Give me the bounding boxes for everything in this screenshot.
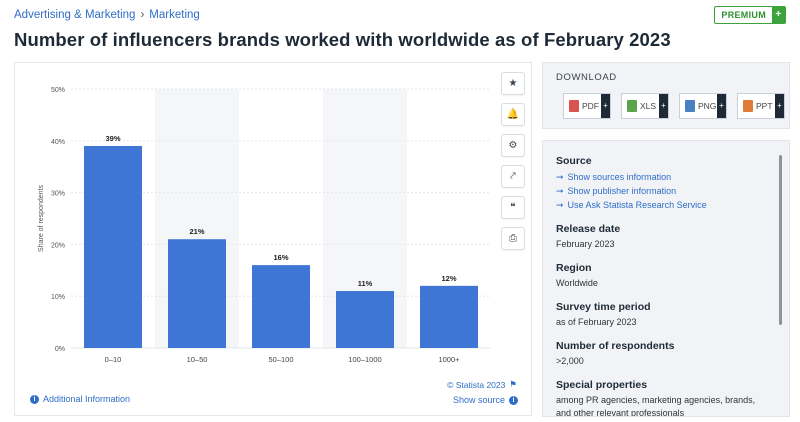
source-field-label: Survey time period <box>556 301 651 313</box>
chart-card: 0% 10% 20% 30% 40% 50% Share of respondents 39%… <box>14 62 532 416</box>
source-field-label: Special properties <box>556 379 648 391</box>
share-icon: ⤤ <box>510 171 516 182</box>
bar <box>420 285 478 348</box>
plus-icon: + <box>775 94 784 118</box>
source-field-value: Worldwide <box>556 278 598 288</box>
y-tick-label: 30% <box>51 191 65 198</box>
download-pdf-button[interactable]: PDF + <box>563 93 611 119</box>
source-heading: Source <box>556 155 592 167</box>
statista-copyright[interactable]: © Statista 2023 ⚑ <box>447 379 517 390</box>
source-field-label: Release date <box>556 223 621 235</box>
print-icon: ⎙ <box>509 233 517 244</box>
x-tick-label: 50–100 <box>268 355 293 364</box>
bar <box>336 291 394 348</box>
x-tick-label: 10–50 <box>187 355 208 364</box>
download-png-button[interactable]: PNG + <box>679 93 727 119</box>
bar-chart: 0% 10% 20% 30% 40% 50% Share of respondents 39%… <box>38 87 491 364</box>
source-panel: Source ➞ Show sources information ➞ Show pu… <box>542 140 790 417</box>
data-label: 16% <box>273 253 288 262</box>
scrollbar[interactable] <box>779 155 782 325</box>
y-tick-label: 0% <box>55 346 65 353</box>
download-panel: DOWNLOAD PDF + XLS + PNG + PPT + <box>542 62 790 129</box>
y-tick-label: 40% <box>51 139 65 146</box>
x-tick-label: 100–1000 <box>348 355 381 364</box>
source-link[interactable]: ➞ Show publisher information <box>556 184 771 198</box>
data-label: 11% <box>358 279 373 288</box>
breadcrumb-item-marketing[interactable]: Marketing <box>149 9 200 21</box>
star-button[interactable]: ★ <box>501 72 525 95</box>
star-icon: ★ <box>508 78 518 89</box>
arrow-right-icon: ➞ <box>556 200 564 210</box>
page-title: Number of influencers brands worked with… <box>14 29 671 50</box>
info-icon: i <box>30 394 39 404</box>
xls-file-icon <box>627 100 637 112</box>
gear-button[interactable]: ⚙ <box>501 134 525 157</box>
bar <box>168 239 226 348</box>
y-axis-label: Share of respondents <box>38 185 45 252</box>
bell-icon: 🔔 <box>506 109 520 120</box>
ppt-file-icon <box>743 100 753 112</box>
source-field-value: >2,000 <box>556 356 584 366</box>
premium-badge[interactable]: PREMIUM + <box>714 6 786 24</box>
source-links: ➞ Show sources information ➞ Show publisher… <box>556 170 771 212</box>
source-field-value: as of February 2023 <box>556 317 637 327</box>
quote-icon: ❝ <box>510 202 516 213</box>
y-tick-label: 20% <box>51 242 65 249</box>
download-format-label: PNG <box>698 101 717 111</box>
premium-plus-icon: + <box>772 7 785 23</box>
print-button[interactable]: ⎙ <box>501 227 525 250</box>
bell-button[interactable]: 🔔 <box>501 103 525 126</box>
show-source-link[interactable]: Show source i <box>453 395 518 405</box>
source-field-value: among PR agencies, marketing agencies, b… <box>556 395 756 417</box>
source-link-label: Show sources information <box>567 172 672 182</box>
bar <box>84 145 142 348</box>
arrow-right-icon: ➞ <box>556 172 564 182</box>
x-tick-label: 1000+ <box>438 355 460 364</box>
data-label: 21% <box>189 227 204 236</box>
download-xls-button[interactable]: XLS + <box>621 93 669 119</box>
flag-icon: ⚑ <box>509 379 517 389</box>
source-field-label: Number of respondents <box>556 340 675 352</box>
y-tick-label: 10% <box>51 294 65 301</box>
data-label: 39% <box>105 134 120 143</box>
plus-icon: + <box>601 94 610 118</box>
info-icon: i <box>509 395 518 405</box>
download-format-label: PDF <box>582 101 599 111</box>
download-title: DOWNLOAD <box>556 72 617 83</box>
bar <box>252 265 310 348</box>
download-format-label: XLS <box>640 101 657 111</box>
show-source-label: Show source <box>452 395 505 405</box>
share-button[interactable]: ⤤ <box>501 165 525 188</box>
quote-button[interactable]: ❝ <box>501 196 525 219</box>
breadcrumb: Advertising & Marketing › Marketing <box>14 9 200 21</box>
plus-icon: + <box>659 94 668 118</box>
source-link-label: Show publisher information <box>567 186 677 196</box>
source-field-label: Region <box>556 262 592 274</box>
source-link[interactable]: ➞ Use Ask Statista Research Service <box>556 198 771 212</box>
y-tick-label: 50% <box>51 87 65 94</box>
png-file-icon <box>685 100 695 112</box>
plus-icon: + <box>717 94 726 118</box>
premium-label: PREMIUM <box>721 10 766 20</box>
copyright-text: © Statista 2023 <box>447 379 506 390</box>
arrow-right-icon: ➞ <box>556 186 564 196</box>
gear-icon: ⚙ <box>508 140 518 151</box>
source-link[interactable]: ➞ Show sources information <box>556 170 771 184</box>
source-link-label: Use Ask Statista Research Service <box>567 200 707 210</box>
pdf-file-icon <box>569 100 579 112</box>
x-tick-label: 0–10 <box>105 355 122 364</box>
download-ppt-button[interactable]: PPT + <box>737 93 785 119</box>
download-buttons: PDF + XLS + PNG + PPT + <box>563 93 785 119</box>
source-field-value: February 2023 <box>556 239 615 249</box>
chart-toolbar: ★ 🔔 ⚙ ⤤ ❝ ⎙ <box>501 72 525 250</box>
additional-information-label: Additional Information <box>43 394 131 404</box>
data-label: 12% <box>441 274 456 283</box>
download-format-label: PPT <box>756 101 773 111</box>
breadcrumb-item-advertising[interactable]: Advertising & Marketing <box>14 9 136 21</box>
additional-information-link[interactable]: i Additional Information <box>30 394 130 404</box>
breadcrumb-separator: › <box>140 9 145 21</box>
